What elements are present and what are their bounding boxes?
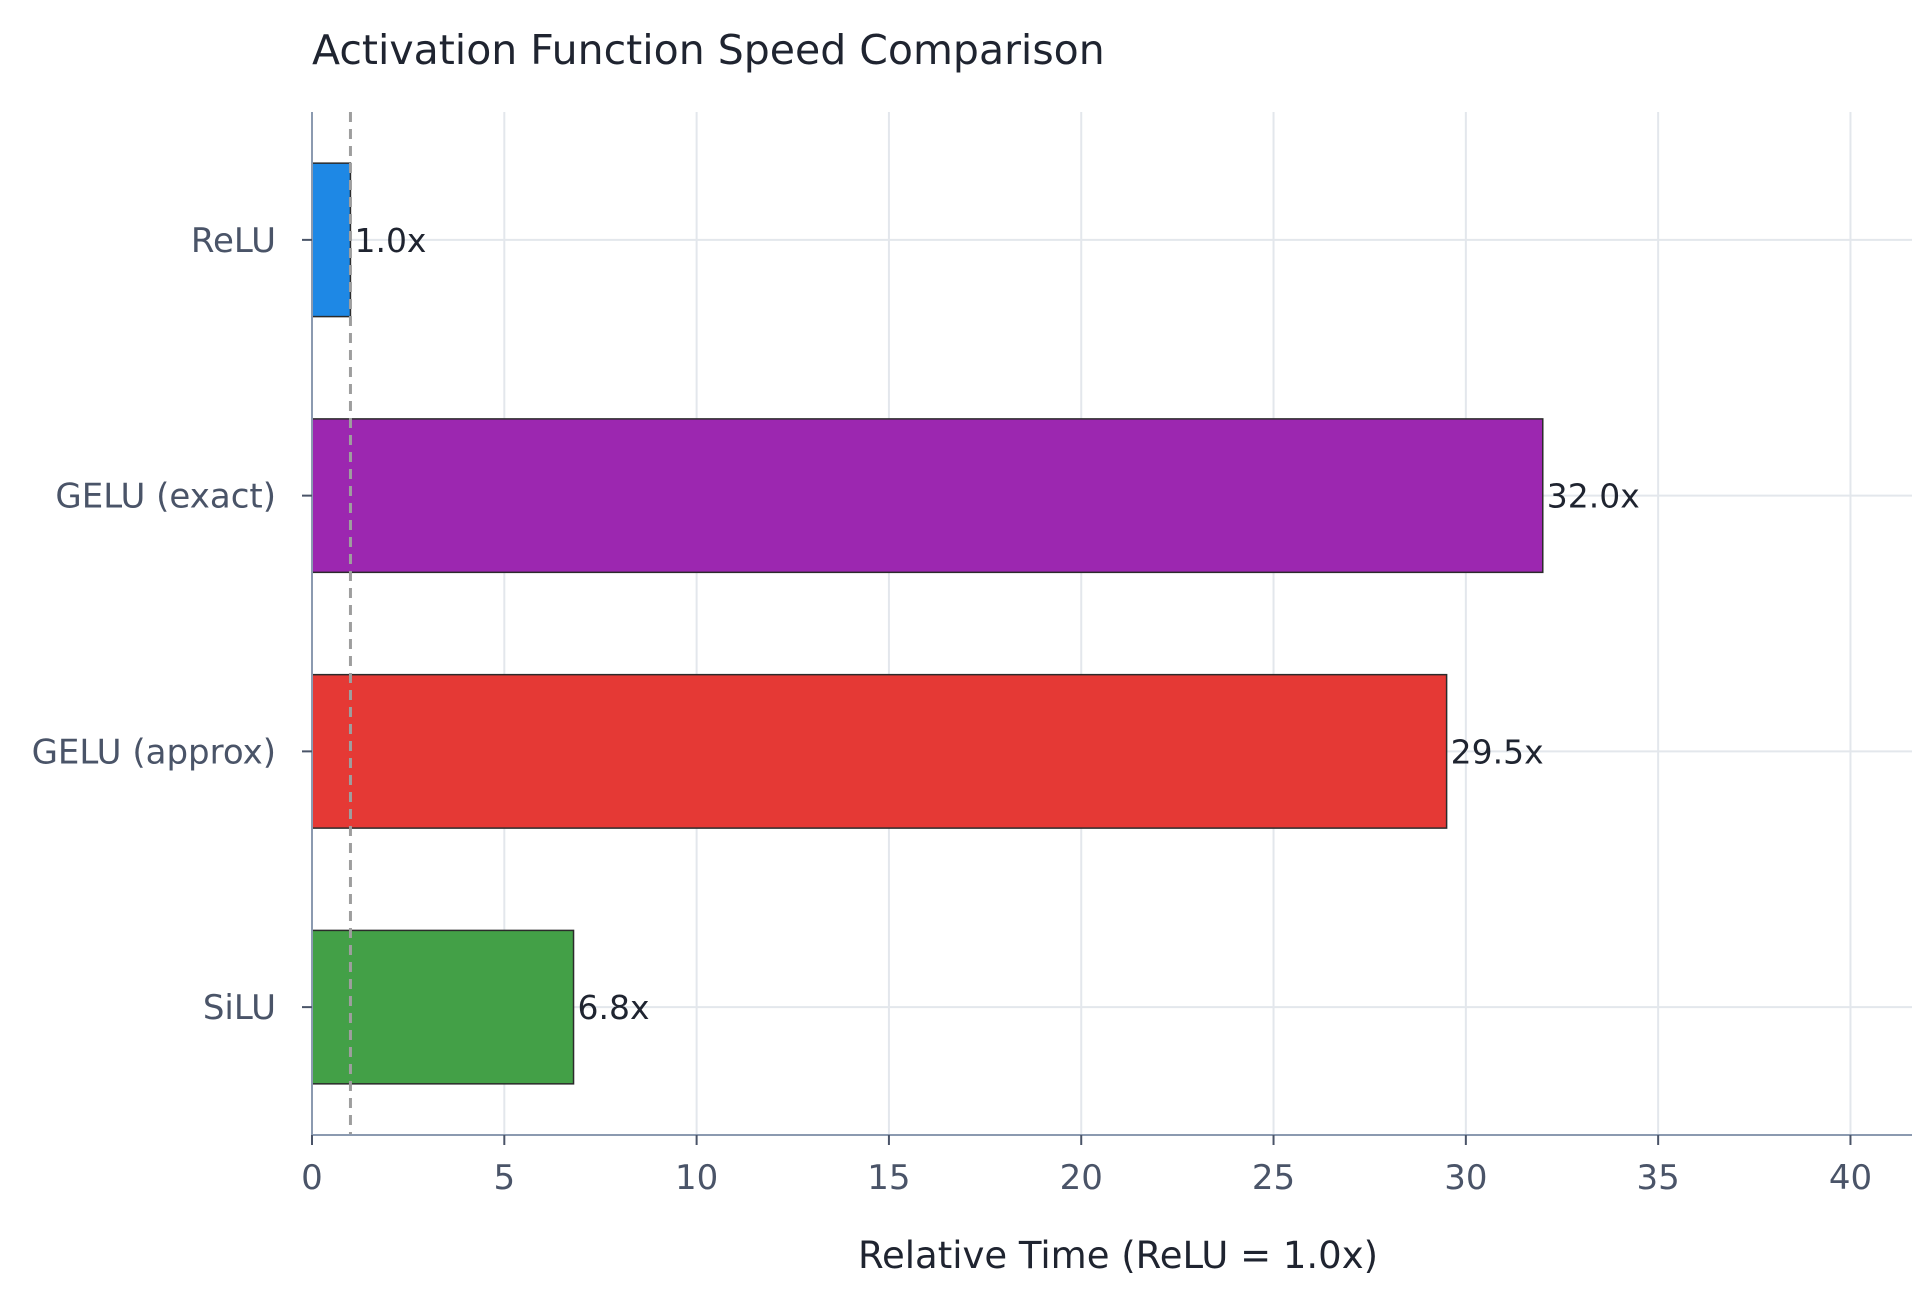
x-tick-label: 35 [1637,1158,1680,1198]
bar [311,418,1544,574]
category-label: GELU (approx) [32,732,276,772]
bar [311,673,1448,829]
x-tick-label: 25 [1252,1158,1295,1198]
x-tick-label: 30 [1444,1158,1487,1198]
labels: 0 5 10 15 20 25 30 35 40 ReLU GELU (exact) GELU (ap… [32,221,1873,1198]
axes [302,112,1912,1145]
data-label: 29.5x [1451,732,1544,771]
data-label: 1.0x [354,221,426,260]
data-label: 32.0x [1547,477,1640,516]
x-tick-label: 20 [1060,1158,1103,1198]
x-tick-label: 10 [675,1158,718,1198]
bar [311,929,575,1085]
data-label: 6.8x [578,988,650,1027]
category-label: ReLU [191,221,276,261]
bar [311,162,352,318]
x-tick-label: 40 [1829,1158,1872,1198]
category-label: SiLU [203,988,276,1028]
chart-title: Activation Function Speed Comparison [312,26,1105,74]
category-label: GELU (exact) [55,477,276,517]
x-tick-label: 0 [301,1158,323,1198]
x-tick-label: 15 [867,1158,910,1198]
x-tick-label: 5 [493,1158,515,1198]
x-axis-title: Relative Time (ReLU = 1.0x) [858,1234,1378,1277]
bars [311,162,1544,1085]
